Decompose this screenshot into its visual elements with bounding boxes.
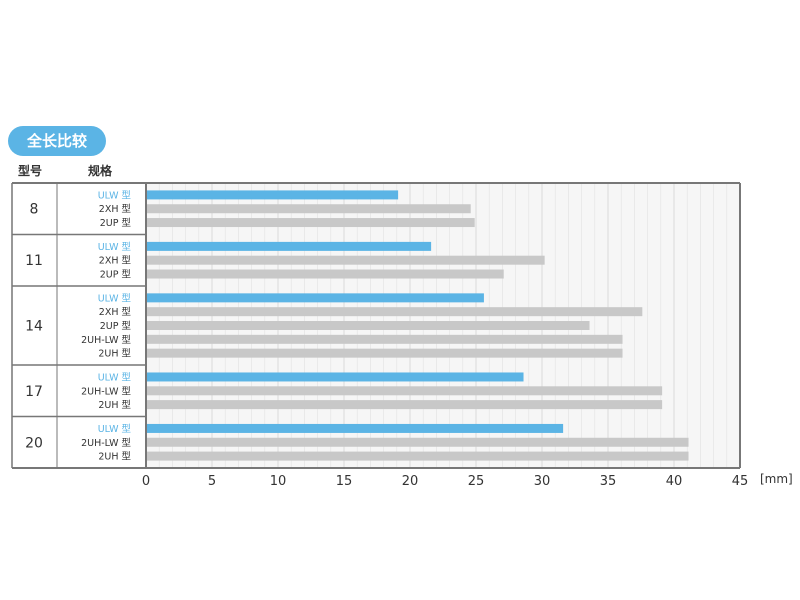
bar	[146, 348, 623, 358]
spec-label: 2UH 型	[98, 452, 131, 463]
model-label: 8	[30, 202, 39, 218]
bar	[146, 218, 475, 228]
spec-label: 2XH 型	[99, 204, 132, 215]
x-tick-label: 10	[270, 474, 287, 489]
bar	[146, 293, 484, 303]
x-tick-label: 15	[336, 474, 353, 489]
spec-label: ULW 型	[98, 424, 132, 435]
x-tick-label: 25	[468, 474, 485, 489]
x-tick-label: 5	[208, 474, 216, 489]
model-label: 11	[25, 253, 43, 269]
x-axis-unit-label: [mm]	[760, 472, 793, 486]
bar	[146, 255, 545, 265]
bar	[146, 241, 432, 251]
spec-label: 2UP 型	[100, 321, 132, 332]
section-badge: 全长比较	[8, 126, 106, 156]
model-label: 17	[25, 384, 43, 400]
bar	[146, 423, 564, 433]
spec-label: 2UH-LW 型	[81, 335, 131, 346]
bar	[146, 204, 471, 214]
bar	[146, 321, 590, 330]
bar	[146, 372, 524, 382]
spec-label: ULW 型	[98, 293, 132, 304]
spec-column-header: 规格	[88, 164, 113, 178]
x-tick-label: 35	[600, 474, 617, 489]
x-tick-label: 30	[534, 474, 551, 489]
bar	[146, 190, 399, 200]
bar	[146, 269, 504, 279]
bar	[146, 334, 623, 344]
spec-label: 2UH-LW 型	[81, 386, 131, 397]
bar	[146, 307, 643, 317]
bar	[146, 386, 663, 396]
spec-label: ULW 型	[98, 242, 132, 253]
spec-label: 2UH-LW 型	[81, 438, 131, 449]
x-tick-label: 40	[666, 474, 683, 489]
spec-label: 2XH 型	[99, 256, 132, 267]
spec-label: 2UP 型	[100, 270, 132, 281]
x-tick-label: 45	[732, 474, 749, 489]
model-label: 14	[25, 319, 43, 335]
spec-label: 2UH 型	[98, 349, 131, 360]
bar	[146, 400, 663, 410]
x-tick-label: 20	[402, 474, 419, 489]
spec-label: 2XH 型	[99, 307, 132, 318]
model-label: 20	[25, 435, 43, 451]
spec-label: 2UP 型	[100, 218, 132, 229]
bar	[146, 451, 689, 461]
bar	[146, 437, 689, 447]
spec-label: ULW 型	[98, 190, 132, 201]
model-column-header: 型号	[18, 164, 43, 178]
x-tick-label: 0	[142, 474, 150, 489]
spec-label: ULW 型	[98, 372, 132, 383]
spec-label: 2UH 型	[98, 400, 131, 411]
